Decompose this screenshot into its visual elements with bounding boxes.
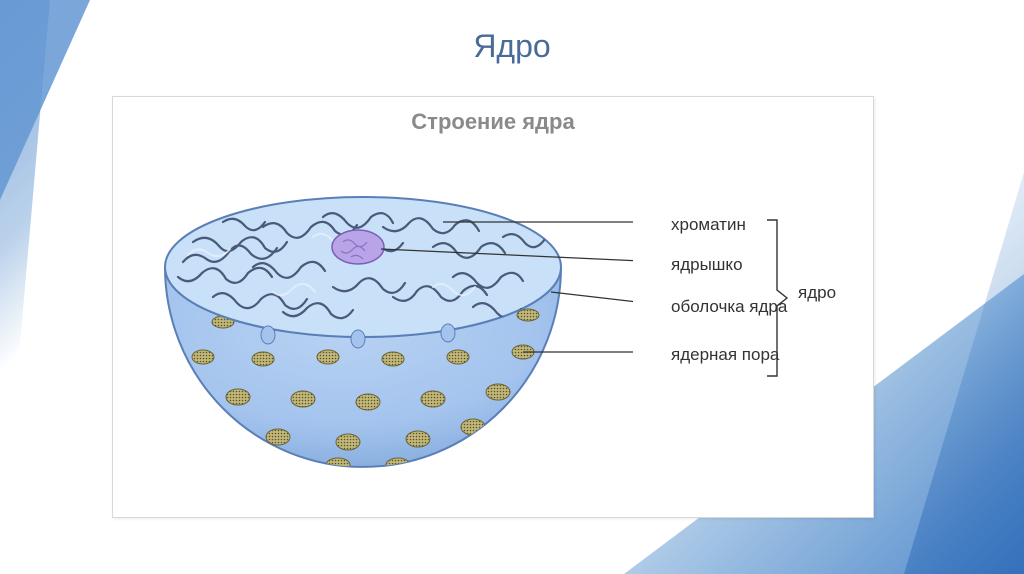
diagram-subtitle: Строение ядра bbox=[113, 109, 873, 135]
group-bracket bbox=[765, 212, 795, 384]
nucleus-diagram bbox=[133, 147, 633, 507]
label-group-nucleus: ядро bbox=[798, 283, 836, 303]
label-pore-text: ядерная пора bbox=[671, 345, 779, 364]
diagram-container: Строение ядра bbox=[112, 96, 874, 518]
slide-title: Ядро bbox=[0, 28, 1024, 65]
label-pore: ядерная пора bbox=[671, 345, 779, 365]
label-nucleolus: ядрышко bbox=[671, 255, 743, 275]
label-chromatin: хроматин bbox=[671, 215, 746, 235]
